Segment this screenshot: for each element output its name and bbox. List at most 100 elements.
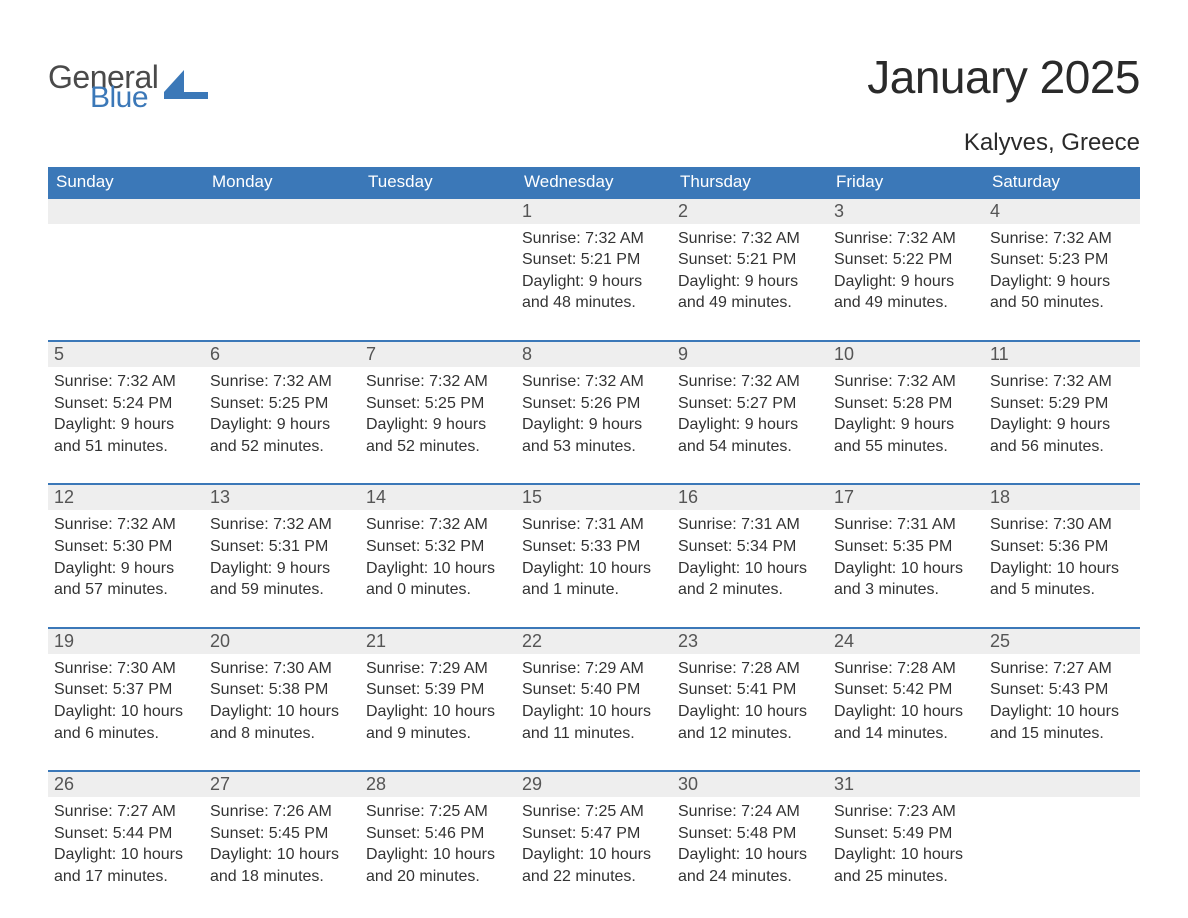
day-number: 3 [828, 199, 984, 224]
calendar-table: SundayMondayTuesdayWednesdayThursdayFrid… [48, 167, 1140, 914]
day-body-cell [204, 224, 360, 341]
day-body-cell: Sunrise: 7:23 AMSunset: 5:49 PMDaylight:… [828, 797, 984, 913]
day-number-cell: 31 [828, 771, 984, 797]
day-details: Sunrise: 7:25 AMSunset: 5:46 PMDaylight:… [360, 797, 516, 913]
day-number: 1 [516, 199, 672, 224]
weekday-header: Monday [204, 167, 360, 198]
day-details: Sunrise: 7:29 AMSunset: 5:39 PMDaylight:… [360, 654, 516, 770]
day-body-cell: Sunrise: 7:29 AMSunset: 5:40 PMDaylight:… [516, 654, 672, 771]
day-number: 11 [984, 342, 1140, 367]
day-body-cell: Sunrise: 7:31 AMSunset: 5:35 PMDaylight:… [828, 510, 984, 627]
day-number-cell: 10 [828, 341, 984, 367]
day-details: Sunrise: 7:31 AMSunset: 5:35 PMDaylight:… [828, 510, 984, 626]
header: General Blue January 2025 [48, 50, 1140, 111]
day-number-cell: 24 [828, 628, 984, 654]
day-number: 12 [48, 485, 204, 510]
day-body-cell: Sunrise: 7:32 AMSunset: 5:21 PMDaylight:… [516, 224, 672, 341]
day-details: Sunrise: 7:32 AMSunset: 5:30 PMDaylight:… [48, 510, 204, 626]
day-details: Sunrise: 7:26 AMSunset: 5:45 PMDaylight:… [204, 797, 360, 913]
day-details: Sunrise: 7:31 AMSunset: 5:33 PMDaylight:… [516, 510, 672, 626]
day-number: 18 [984, 485, 1140, 510]
weekday-header: Tuesday [360, 167, 516, 198]
day-body-cell: Sunrise: 7:30 AMSunset: 5:36 PMDaylight:… [984, 510, 1140, 627]
day-number-cell: 23 [672, 628, 828, 654]
page-title: January 2025 [867, 50, 1140, 104]
day-details: Sunrise: 7:32 AMSunset: 5:25 PMDaylight:… [204, 367, 360, 483]
day-body-cell: Sunrise: 7:32 AMSunset: 5:25 PMDaylight:… [360, 367, 516, 484]
day-number-cell: 21 [360, 628, 516, 654]
day-number: 6 [204, 342, 360, 367]
day-body-cell: Sunrise: 7:32 AMSunset: 5:30 PMDaylight:… [48, 510, 204, 627]
day-body-cell: Sunrise: 7:31 AMSunset: 5:34 PMDaylight:… [672, 510, 828, 627]
day-number-cell: 17 [828, 484, 984, 510]
day-number: 8 [516, 342, 672, 367]
day-body-cell [984, 797, 1140, 913]
day-body-cell: Sunrise: 7:27 AMSunset: 5:43 PMDaylight:… [984, 654, 1140, 771]
day-body-cell: Sunrise: 7:27 AMSunset: 5:44 PMDaylight:… [48, 797, 204, 913]
day-number-cell: 26 [48, 771, 204, 797]
day-details: Sunrise: 7:27 AMSunset: 5:43 PMDaylight:… [984, 654, 1140, 770]
day-number-cell: 16 [672, 484, 828, 510]
day-body-cell: Sunrise: 7:32 AMSunset: 5:27 PMDaylight:… [672, 367, 828, 484]
day-number-cell: 8 [516, 341, 672, 367]
day-details: Sunrise: 7:28 AMSunset: 5:41 PMDaylight:… [672, 654, 828, 770]
day-number: 9 [672, 342, 828, 367]
day-number-cell: 18 [984, 484, 1140, 510]
day-number-cell: 1 [516, 198, 672, 224]
day-number: 28 [360, 772, 516, 797]
day-number: 17 [828, 485, 984, 510]
day-body-cell: Sunrise: 7:32 AMSunset: 5:31 PMDaylight:… [204, 510, 360, 627]
day-number-cell: 22 [516, 628, 672, 654]
day-body-cell: Sunrise: 7:32 AMSunset: 5:32 PMDaylight:… [360, 510, 516, 627]
day-number-cell: 11 [984, 341, 1140, 367]
day-number: 19 [48, 629, 204, 654]
day-body-cell: Sunrise: 7:26 AMSunset: 5:45 PMDaylight:… [204, 797, 360, 913]
day-number-cell [984, 771, 1140, 797]
day-body-cell: Sunrise: 7:32 AMSunset: 5:29 PMDaylight:… [984, 367, 1140, 484]
day-number-cell: 13 [204, 484, 360, 510]
day-number: 10 [828, 342, 984, 367]
weekday-header: Wednesday [516, 167, 672, 198]
day-number-cell: 3 [828, 198, 984, 224]
day-number-cell [204, 198, 360, 224]
day-details: Sunrise: 7:32 AMSunset: 5:27 PMDaylight:… [672, 367, 828, 483]
day-number: 4 [984, 199, 1140, 224]
day-body-cell: Sunrise: 7:25 AMSunset: 5:46 PMDaylight:… [360, 797, 516, 913]
day-body-cell: Sunrise: 7:32 AMSunset: 5:25 PMDaylight:… [204, 367, 360, 484]
day-details: Sunrise: 7:24 AMSunset: 5:48 PMDaylight:… [672, 797, 828, 913]
day-details: Sunrise: 7:32 AMSunset: 5:26 PMDaylight:… [516, 367, 672, 483]
day-number: 14 [360, 485, 516, 510]
day-details: Sunrise: 7:28 AMSunset: 5:42 PMDaylight:… [828, 654, 984, 770]
day-details: Sunrise: 7:23 AMSunset: 5:49 PMDaylight:… [828, 797, 984, 913]
day-number-cell: 29 [516, 771, 672, 797]
day-details: Sunrise: 7:29 AMSunset: 5:40 PMDaylight:… [516, 654, 672, 770]
day-body-cell: Sunrise: 7:32 AMSunset: 5:26 PMDaylight:… [516, 367, 672, 484]
day-number: 7 [360, 342, 516, 367]
day-body-cell: Sunrise: 7:28 AMSunset: 5:41 PMDaylight:… [672, 654, 828, 771]
day-number: 27 [204, 772, 360, 797]
logo-word-blue: Blue [90, 85, 158, 111]
day-body-cell [360, 224, 516, 341]
day-number: 31 [828, 772, 984, 797]
day-number: 25 [984, 629, 1140, 654]
day-details: Sunrise: 7:32 AMSunset: 5:21 PMDaylight:… [672, 224, 828, 340]
day-number-cell: 15 [516, 484, 672, 510]
day-number-cell: 5 [48, 341, 204, 367]
day-body-cell: Sunrise: 7:32 AMSunset: 5:21 PMDaylight:… [672, 224, 828, 341]
day-number: 2 [672, 199, 828, 224]
day-number: 5 [48, 342, 204, 367]
day-number-cell: 25 [984, 628, 1140, 654]
day-body-cell: Sunrise: 7:30 AMSunset: 5:38 PMDaylight:… [204, 654, 360, 771]
day-details: Sunrise: 7:32 AMSunset: 5:32 PMDaylight:… [360, 510, 516, 626]
day-body-cell: Sunrise: 7:30 AMSunset: 5:37 PMDaylight:… [48, 654, 204, 771]
day-number: 13 [204, 485, 360, 510]
day-body-cell [48, 224, 204, 341]
weekday-header: Sunday [48, 167, 204, 198]
day-number-cell: 12 [48, 484, 204, 510]
weekday-header: Thursday [672, 167, 828, 198]
day-body-cell: Sunrise: 7:25 AMSunset: 5:47 PMDaylight:… [516, 797, 672, 913]
day-number: 16 [672, 485, 828, 510]
day-body-cell: Sunrise: 7:24 AMSunset: 5:48 PMDaylight:… [672, 797, 828, 913]
day-number: 29 [516, 772, 672, 797]
day-number-cell: 9 [672, 341, 828, 367]
